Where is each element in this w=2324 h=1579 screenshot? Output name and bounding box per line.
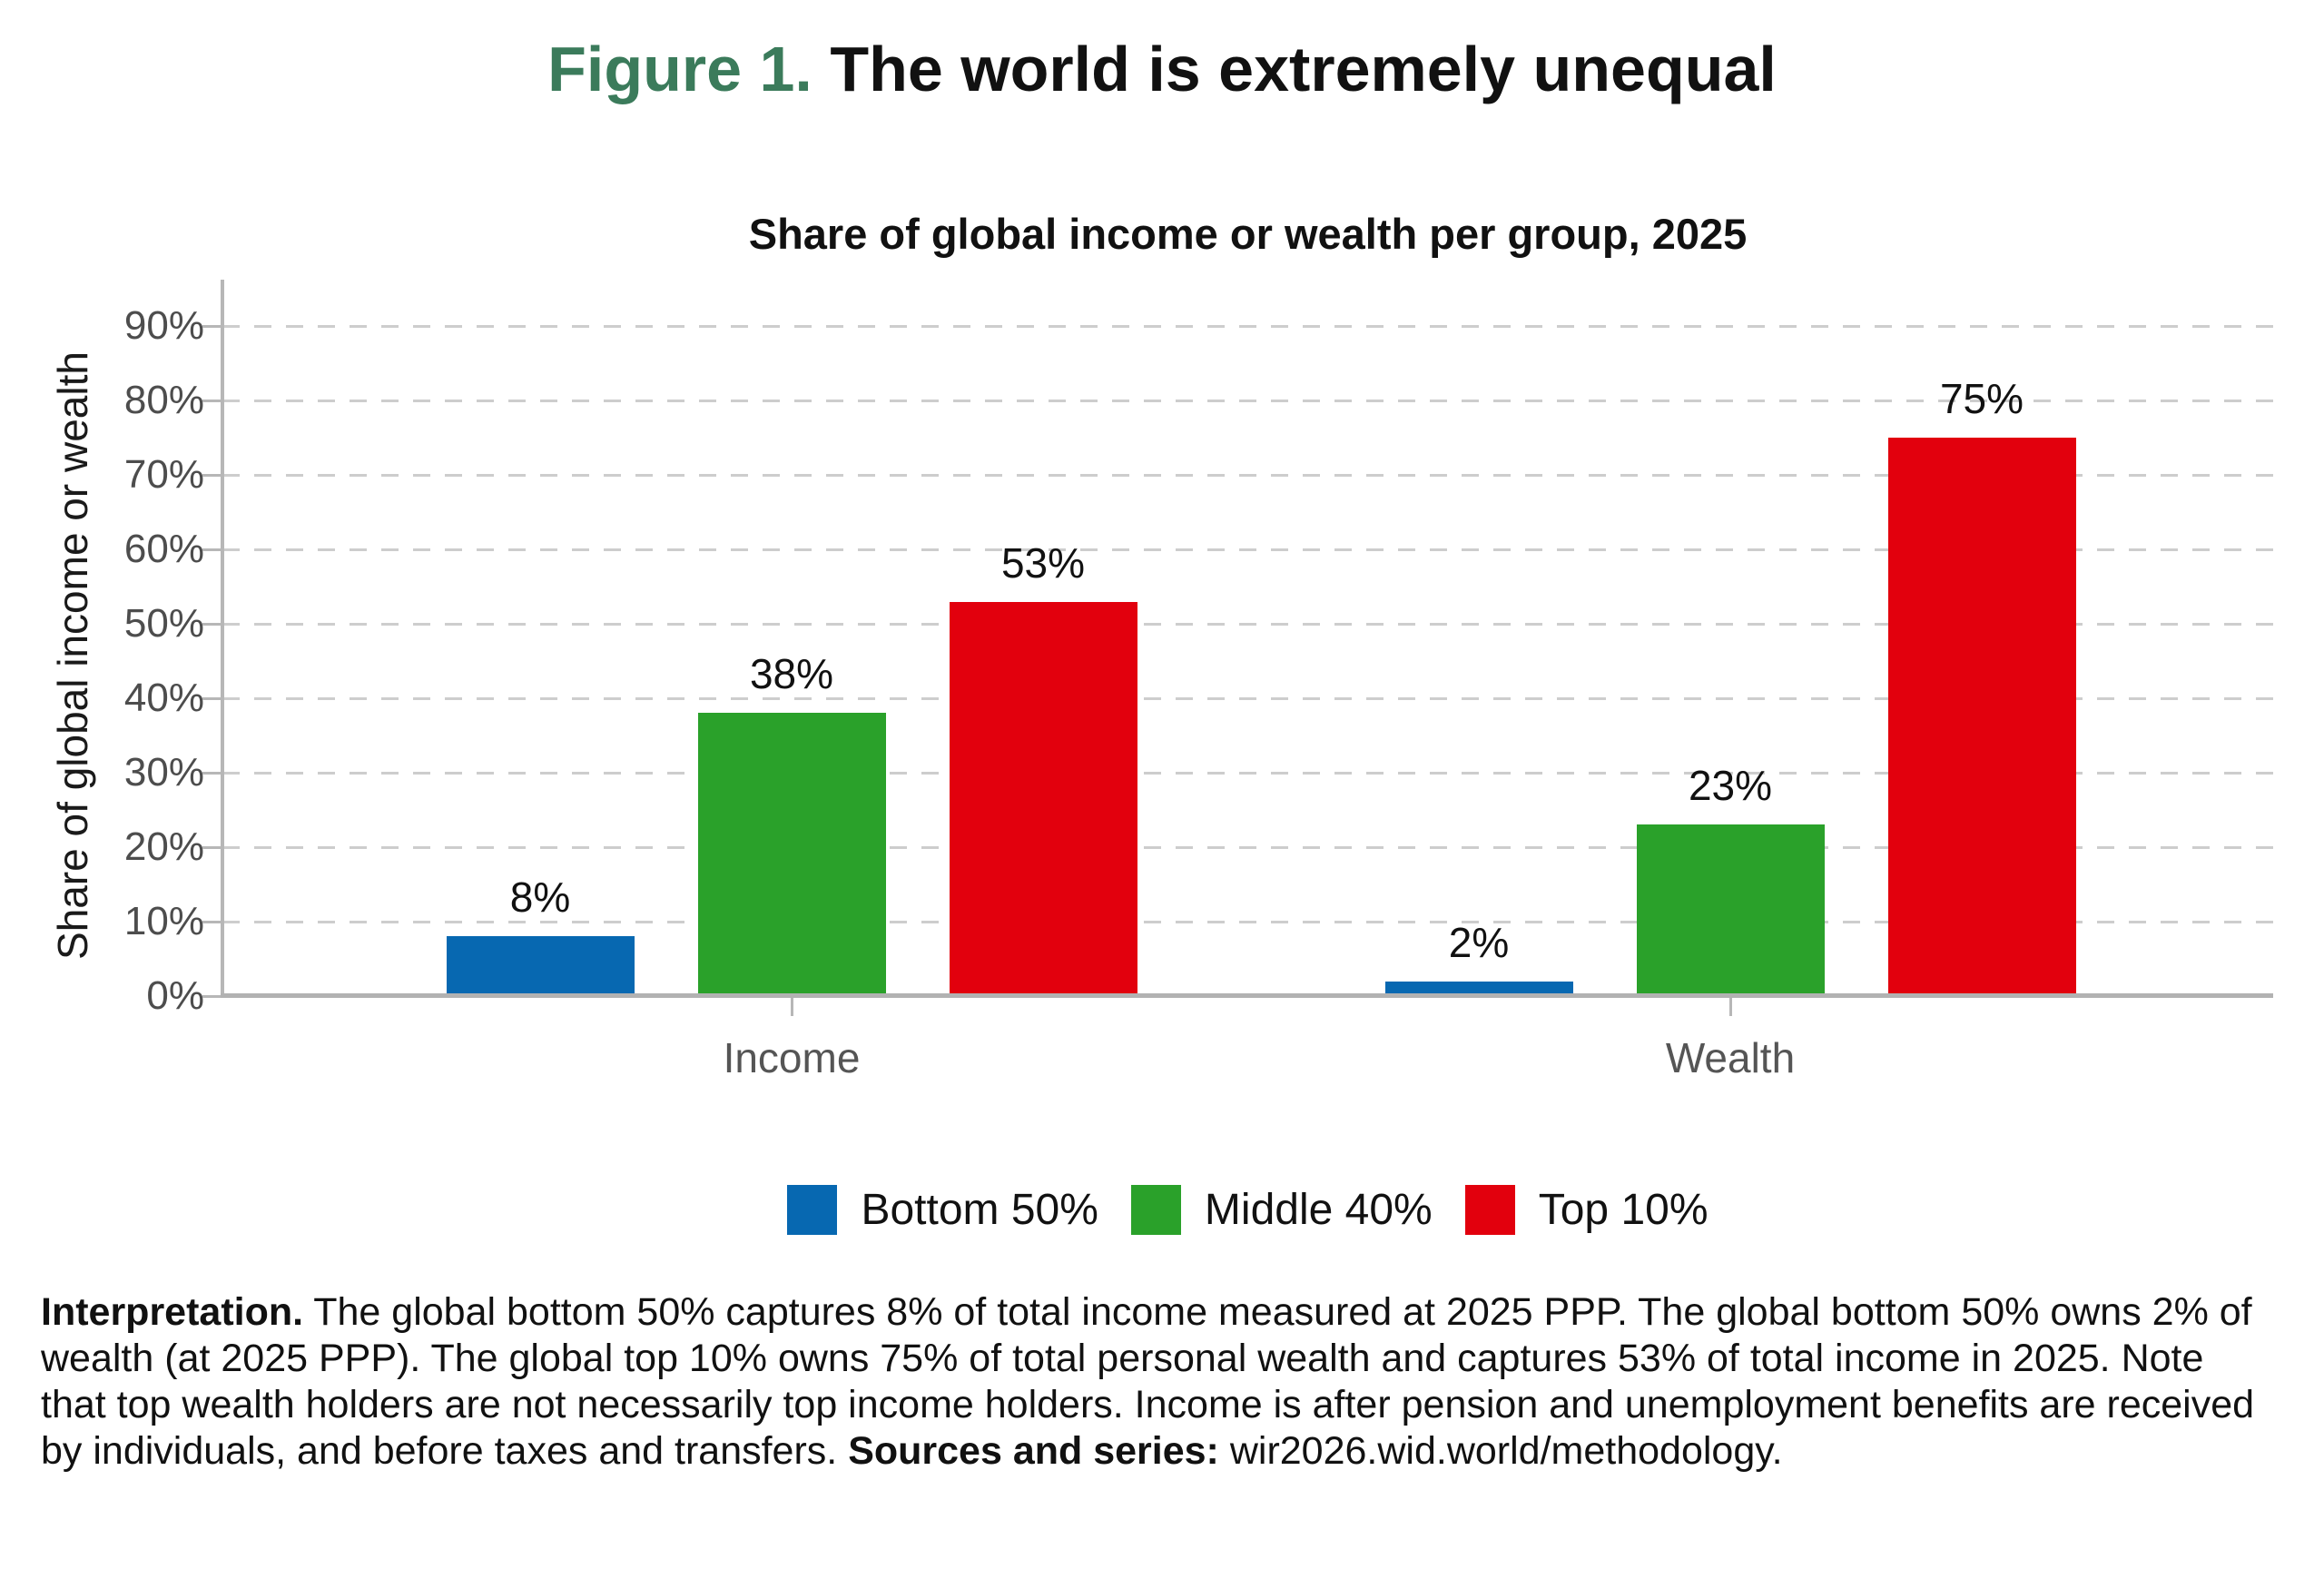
- figure-title-text: The world is extremely unequal: [830, 34, 1777, 104]
- y-tick-mark-90: [202, 324, 222, 328]
- y-axis-tick-labels: 0% 10% 20% 30% 40% 50% 60% 70% 80% 90%: [0, 281, 222, 1016]
- interpretation-body: The global bottom 50% captures 8% of tot…: [41, 1290, 2255, 1473]
- gridline-60: [222, 548, 2273, 551]
- gridline-70: [222, 473, 2273, 477]
- bar-value-label-income-2: 53%: [1000, 538, 1086, 587]
- y-tick-mark-60: [202, 548, 222, 551]
- legend-label: Top 10%: [1538, 1185, 1709, 1234]
- bar-income-top10: [949, 601, 1137, 996]
- legend-label: Middle 40%: [1204, 1185, 1433, 1234]
- chart-title: Share of global income or wealth per gro…: [748, 210, 1748, 258]
- category-label-wealth: Wealth: [1665, 1034, 1796, 1081]
- legend-item-middle40: Middle 40%: [1130, 1184, 1433, 1235]
- x-tick-mark-wealth: [1728, 998, 1732, 1016]
- gridline-10: [222, 920, 2273, 923]
- y-tick-label-10: 10%: [123, 899, 204, 944]
- figure-title: Figure 1. The world is extremely unequal: [0, 33, 2324, 105]
- y-tick-mark-80: [202, 399, 222, 402]
- legend-swatch-icon: [1130, 1184, 1181, 1235]
- bar-wealth-top10: [1887, 438, 2076, 996]
- gridline-20: [222, 845, 2273, 849]
- y-tick-label-30: 30%: [123, 750, 204, 795]
- y-tick-label-20: 20%: [123, 824, 204, 870]
- x-axis-line: [221, 993, 2273, 998]
- y-tick-label-60: 60%: [123, 527, 204, 572]
- legend: Bottom 50% Middle 40% Top 10%: [222, 1182, 2273, 1237]
- gridline-90: [222, 324, 2273, 328]
- legend-item-top10: Top 10%: [1464, 1184, 1709, 1235]
- gridline-30: [222, 771, 2273, 775]
- y-tick-mark-20: [202, 845, 222, 849]
- gridline-80: [222, 399, 2273, 402]
- y-tick-label-40: 40%: [123, 676, 204, 721]
- legend-label: Bottom 50%: [861, 1185, 1098, 1234]
- legend-swatch-icon: [1464, 1184, 1515, 1235]
- legend-swatch-icon: [787, 1184, 838, 1235]
- y-tick-label-90: 90%: [123, 303, 204, 349]
- bar-value-label-wealth-1: 23%: [1688, 762, 1773, 810]
- plot-area: 8% 38% 53% 2% 23% 75%: [222, 281, 2273, 996]
- y-tick-mark-70: [202, 473, 222, 477]
- bar-wealth-middle40: [1636, 824, 1825, 996]
- x-tick-mark-income: [790, 998, 793, 1016]
- figure-number-label: Figure 1.: [547, 34, 812, 104]
- y-tick-mark-0: [202, 994, 222, 998]
- y-tick-label-50: 50%: [123, 601, 204, 646]
- bar-income-bottom50: [446, 936, 635, 996]
- bar-value-label-wealth-0: 2%: [1448, 918, 1510, 966]
- legend-item-bottom50: Bottom 50%: [787, 1184, 1098, 1235]
- gridline-40: [222, 696, 2273, 700]
- bar-value-label-wealth-2: 75%: [1939, 375, 2024, 423]
- y-tick-mark-40: [202, 696, 222, 700]
- sources-series-text: wir2026.wid.world/methodology.: [1218, 1429, 1783, 1473]
- sources-series-label: Sources and series:: [848, 1429, 1219, 1473]
- bar-wealth-bottom50: [1384, 981, 1573, 996]
- category-label-income: Income: [723, 1034, 861, 1081]
- y-tick-label-70: 70%: [123, 452, 204, 498]
- bar-value-label-income-1: 38%: [749, 650, 834, 698]
- bar-value-label-income-0: 8%: [509, 873, 571, 922]
- interpretation-label: Interpretation.: [41, 1290, 304, 1334]
- gridline-50: [222, 622, 2273, 626]
- y-tick-mark-50: [202, 622, 222, 626]
- y-tick-label-80: 80%: [123, 378, 204, 423]
- y-tick-mark-30: [202, 771, 222, 775]
- y-tick-label-0: 0%: [146, 973, 204, 1018]
- y-axis-line: [221, 280, 224, 998]
- interpretation-text: Interpretation. The global bottom 50% ca…: [41, 1289, 2263, 1475]
- bar-income-middle40: [697, 713, 886, 996]
- y-tick-mark-10: [202, 920, 222, 923]
